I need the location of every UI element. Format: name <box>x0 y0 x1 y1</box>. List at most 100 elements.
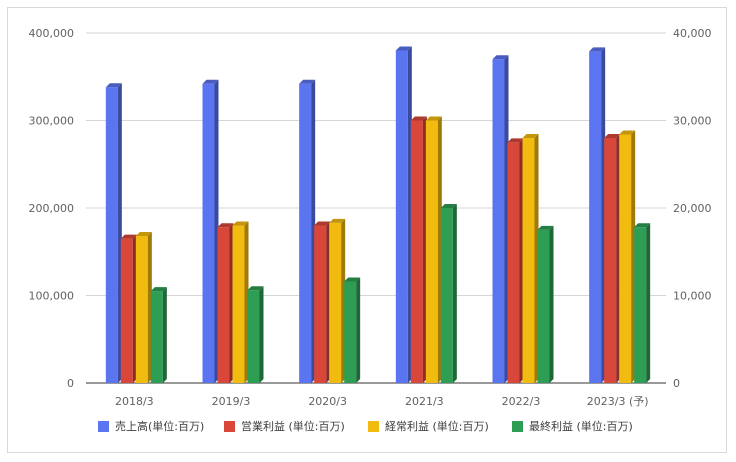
bar-front <box>395 50 408 383</box>
left-tick-label: 100,000 <box>29 290 75 303</box>
legend-label: 最終利益 (単位:百万) <box>529 419 633 433</box>
legend-item: 売上高(単位:百万) <box>98 419 204 433</box>
right-tick-label: 0 <box>673 377 680 390</box>
bar-top <box>619 130 636 135</box>
bar-front <box>634 227 647 383</box>
bar-top <box>395 46 412 51</box>
bar-front <box>522 138 535 383</box>
bar-top <box>150 287 167 292</box>
bar-top <box>314 221 331 226</box>
bar-top <box>634 223 651 228</box>
chart-frame: 0 100,000 200,000 300,000 400,000 0 10,000 20,… <box>7 7 727 453</box>
category-label: 2019/3 <box>212 395 251 408</box>
right-tick-label: 10,000 <box>673 290 712 303</box>
bar <box>410 116 427 383</box>
bar <box>395 46 412 383</box>
category-label: 2018/3 <box>115 395 154 408</box>
bar-side <box>162 287 167 383</box>
bar-front <box>537 229 550 383</box>
bar-front <box>202 83 215 383</box>
bar <box>619 130 636 383</box>
bar-top <box>537 225 554 230</box>
legend-item: 経常利益 (単位:百万) <box>368 419 489 433</box>
bar-front <box>135 236 148 383</box>
bar <box>232 221 249 383</box>
bar-front <box>507 142 520 383</box>
bar <box>604 134 621 383</box>
legend-swatch <box>98 421 109 432</box>
legend-label: 営業利益 (単位:百万) <box>241 419 345 433</box>
bar-top <box>217 223 234 228</box>
legend-swatch <box>512 421 523 432</box>
bar-front <box>440 208 453 383</box>
bar <box>537 225 554 383</box>
bar-top <box>232 221 249 226</box>
bar <box>105 83 122 383</box>
bar <box>150 287 167 383</box>
right-tick-label: 40,000 <box>673 27 712 40</box>
bar-top <box>507 138 524 143</box>
bar <box>329 218 346 383</box>
bar <box>314 221 331 383</box>
bars <box>105 46 651 383</box>
category-label: 2022/3 <box>502 395 541 408</box>
bar-front <box>410 120 423 383</box>
bar-top <box>247 286 264 291</box>
bar-front <box>105 87 118 383</box>
bar <box>522 134 539 383</box>
x-axis: 2018/3 2019/3 2020/3 2021/3 2022/3 2023/3 (予) <box>115 395 649 408</box>
bar-front <box>604 138 617 383</box>
bar-side <box>549 225 554 383</box>
category-label: 2020/3 <box>308 395 347 408</box>
bar-side <box>132 234 137 383</box>
bar-top <box>589 47 606 52</box>
right-tick-label: 30,000 <box>673 115 712 128</box>
bar-top <box>492 55 509 60</box>
left-tick-label: 0 <box>67 377 74 390</box>
legend: 売上高(単位:百万) 営業利益 (単位:百万) 経常利益 (単位:百万) 最終利益 (… <box>98 419 633 433</box>
left-axis: 0 100,000 200,000 300,000 400,000 <box>29 27 75 390</box>
bar <box>299 79 316 383</box>
bar-top <box>425 116 442 121</box>
bar-front <box>217 227 230 383</box>
bar-top <box>522 134 539 138</box>
bar-top <box>329 218 346 223</box>
bar <box>217 223 234 383</box>
category-label: 2021/3 <box>405 395 444 408</box>
bar <box>120 234 137 383</box>
legend-item: 最終利益 (単位:百万) <box>512 419 633 433</box>
bar <box>589 47 606 383</box>
bar-top <box>202 79 219 84</box>
bar <box>492 55 509 383</box>
bar-top <box>120 234 137 239</box>
category-label: 2023/3 (予) <box>587 395 649 408</box>
legend-label: 経常利益 (単位:百万) <box>385 419 489 433</box>
bar-top <box>135 232 152 236</box>
bar-front <box>150 291 163 383</box>
right-axis: 0 10,000 20,000 30,000 40,000 <box>673 27 712 390</box>
bar-front <box>247 290 260 383</box>
bar-front <box>425 120 438 383</box>
bar-chart: 0 100,000 200,000 300,000 400,000 0 10,000 20,… <box>29 27 712 433</box>
left-tick-label: 400,000 <box>29 27 75 40</box>
bar-front <box>314 225 327 383</box>
bar-side <box>646 223 651 383</box>
bar-top <box>440 204 457 208</box>
bar-front <box>329 222 342 383</box>
bar <box>634 223 651 383</box>
bar-side <box>452 204 457 383</box>
grid-lines <box>86 32 666 384</box>
left-tick-label: 200,000 <box>29 202 75 215</box>
legend-label: 売上高(単位:百万) <box>115 419 204 433</box>
legend-swatch <box>224 421 235 432</box>
bar-top <box>604 134 621 138</box>
right-tick-label: 20,000 <box>673 202 712 215</box>
bar-top <box>344 277 361 282</box>
bar-front <box>344 281 357 383</box>
bar-top <box>299 79 316 84</box>
bar <box>507 138 524 383</box>
bar-front <box>299 83 312 383</box>
bar-front <box>492 59 505 383</box>
bar <box>247 286 264 383</box>
bar-front <box>232 225 245 383</box>
